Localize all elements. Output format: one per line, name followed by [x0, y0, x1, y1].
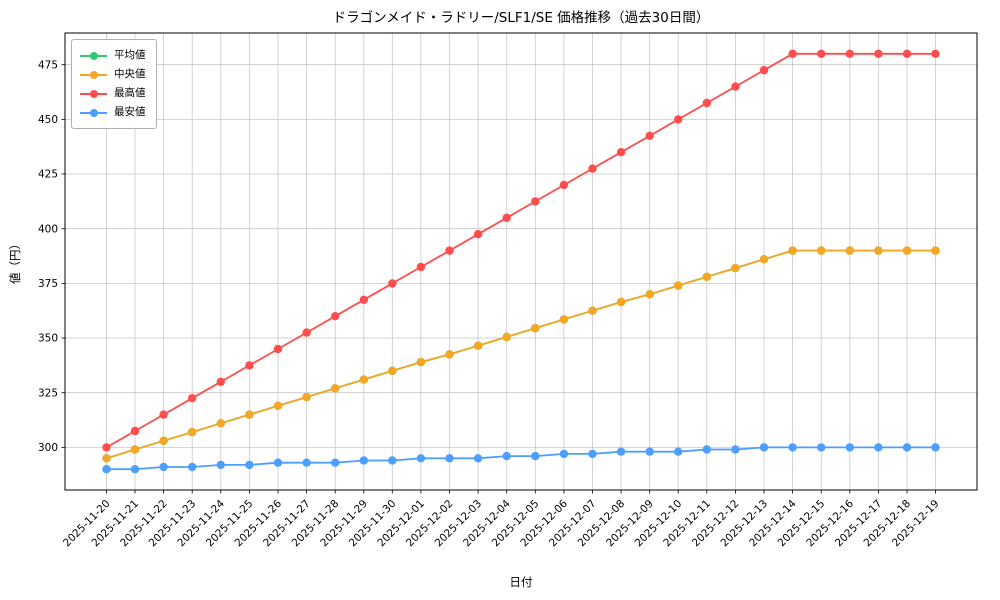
y-axis-label: 値（円）: [8, 238, 22, 284]
svg-text:475: 475: [38, 59, 58, 71]
svg-text:300: 300: [38, 442, 58, 454]
legend-marker-icon: [80, 89, 107, 99]
series-layer: [102, 49, 940, 474]
legend-label: 最高値: [114, 87, 146, 99]
legend-item: 最安値: [80, 103, 146, 122]
gridlines: [65, 33, 977, 490]
x-tick-labels: 2025-11-202025-11-212025-11-222025-11-23…: [61, 497, 942, 549]
legend-item: 最高値: [80, 84, 146, 103]
legend-item: 平均値: [80, 46, 146, 65]
svg-text:450: 450: [38, 114, 58, 126]
legend-marker-icon: [80, 51, 107, 61]
svg-text:425: 425: [38, 169, 58, 181]
legend-label: 中央値: [114, 68, 146, 80]
y-tick-labels: 300 325 350 375 400 425 450 475: [38, 59, 58, 454]
chart-title: ドラゴンメイド・ラドリー/SLF1/SE 価格推移（過去30日間）: [333, 9, 710, 26]
legend-marker-icon: [80, 70, 107, 80]
plot-frame: [64, 32, 978, 491]
svg-text:375: 375: [38, 278, 58, 290]
x-axis-label: 日付: [510, 575, 533, 589]
svg-text:400: 400: [38, 223, 58, 235]
legend: 平均値中央値最高値最安値: [71, 39, 157, 129]
legend-label: 平均値: [114, 49, 146, 61]
legend-item: 中央値: [80, 65, 146, 84]
legend-label: 最安値: [114, 106, 146, 118]
tick-marks: [61, 64, 936, 494]
svg-text:350: 350: [38, 333, 58, 345]
svg-text:325: 325: [38, 387, 58, 399]
legend-marker-icon: [80, 108, 107, 118]
